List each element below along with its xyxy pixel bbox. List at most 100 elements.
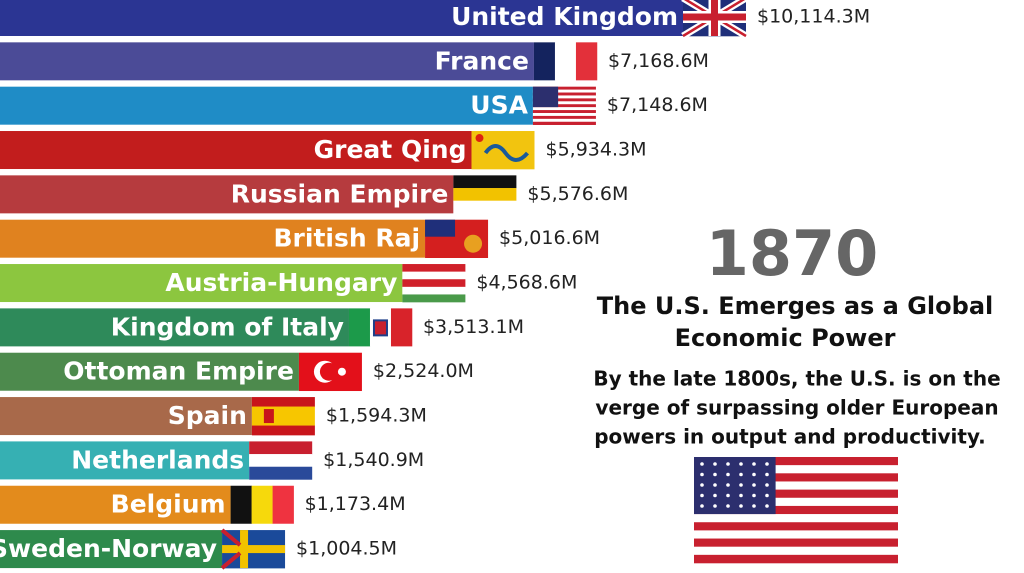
flag <box>249 441 313 480</box>
flag-star <box>752 483 756 487</box>
flag-star <box>713 493 717 498</box>
flag-part <box>249 454 313 468</box>
flag-part <box>251 406 315 426</box>
flag <box>348 308 413 347</box>
flag-part <box>483 144 530 162</box>
flag-star <box>700 462 704 466</box>
value-label: $1,594.3M <box>326 405 427 427</box>
body-text: By the late 1800s, the U.S. is on the <box>593 367 1000 391</box>
bar <box>0 530 223 569</box>
flag-part <box>464 234 483 253</box>
flag-stripe <box>532 95 596 99</box>
flag-star <box>700 472 704 477</box>
flag-part <box>390 308 413 347</box>
flag-part <box>249 466 313 480</box>
value-label: $7,168.6M <box>608 50 709 72</box>
flag-part <box>319 362 338 381</box>
category-label: France <box>435 46 529 75</box>
value-label: $1,540.9M <box>323 449 424 471</box>
category-label: Sweden-Norway <box>0 534 217 563</box>
category-label: British Raj <box>274 224 421 253</box>
value-label: $7,148.6M <box>607 94 708 116</box>
flag-part <box>220 528 242 570</box>
value-label: $5,576.6M <box>527 183 628 205</box>
flag-stripe <box>532 110 596 114</box>
flag-stripe <box>532 118 596 123</box>
flag-star <box>752 504 756 508</box>
flag <box>533 42 598 81</box>
flag-star <box>713 504 717 508</box>
value-label: $10,114.3M <box>757 6 870 28</box>
flag-stripe <box>694 514 898 523</box>
flag-canton <box>532 86 559 108</box>
bar <box>0 131 472 170</box>
flag-stripe <box>694 522 898 531</box>
flag-part <box>683 13 746 21</box>
us-flag <box>694 457 898 564</box>
flag-stripe <box>694 530 898 539</box>
flag-part <box>453 188 517 201</box>
flag-part <box>251 425 315 436</box>
flag-part <box>337 367 346 376</box>
flag-part <box>348 308 371 347</box>
value-label: $1,173.4M <box>305 493 406 515</box>
flag-part <box>372 319 388 337</box>
value-label: $5,934.3M <box>545 139 646 161</box>
year: 1870 <box>706 217 879 290</box>
flag <box>402 264 466 303</box>
bar <box>0 0 683 36</box>
value-label: $1,004.5M <box>296 538 397 560</box>
flag-star <box>700 493 704 498</box>
category-label: Ottoman Empire <box>63 357 294 386</box>
flag-canton <box>694 457 776 515</box>
flag-part <box>453 200 517 214</box>
flag-part <box>575 42 598 81</box>
headline: The U.S. Emerges as a Global <box>597 292 993 320</box>
flag-stripe <box>694 481 898 490</box>
flag-star <box>765 504 769 508</box>
flag <box>220 528 286 570</box>
flag <box>425 219 489 258</box>
bar <box>0 219 426 258</box>
bar <box>0 42 534 81</box>
value-label: $3,513.1M <box>423 316 524 338</box>
bar <box>0 485 231 524</box>
category-label: Netherlands <box>71 445 244 474</box>
flag-star <box>713 472 717 477</box>
flag-part <box>251 485 273 524</box>
body-text: powers in output and productivity. <box>594 425 986 449</box>
flag-part <box>425 219 456 237</box>
bar <box>0 441 250 480</box>
flag <box>251 397 315 436</box>
flag-stripe <box>532 104 596 108</box>
flag-part <box>263 409 274 424</box>
flag-stripe <box>532 121 596 125</box>
flag-star <box>726 493 730 498</box>
headline: Economic Power <box>675 324 896 352</box>
flag-part <box>402 279 466 288</box>
flag-part <box>402 294 466 303</box>
flag-stripe <box>532 107 596 111</box>
flag-part <box>475 134 484 143</box>
flag-star <box>726 504 730 508</box>
flag-star <box>713 483 717 487</box>
flag-part <box>230 485 252 524</box>
flag-stripe <box>532 86 596 90</box>
category-label: Belgium <box>111 490 226 519</box>
flag <box>230 485 294 524</box>
bar <box>0 397 252 436</box>
flag-stripe <box>694 489 898 499</box>
bar <box>0 175 454 214</box>
flag-part <box>533 42 556 81</box>
flag-part <box>554 42 577 81</box>
flag <box>471 131 535 170</box>
flag-star <box>700 483 704 487</box>
category-label: Austria-Hungary <box>165 268 397 297</box>
flag-star <box>739 504 743 508</box>
flag-star <box>713 462 717 466</box>
flag-star <box>739 462 743 466</box>
flag-stripe <box>694 465 898 474</box>
flag-star <box>726 483 730 487</box>
flag-stripe <box>532 92 596 96</box>
